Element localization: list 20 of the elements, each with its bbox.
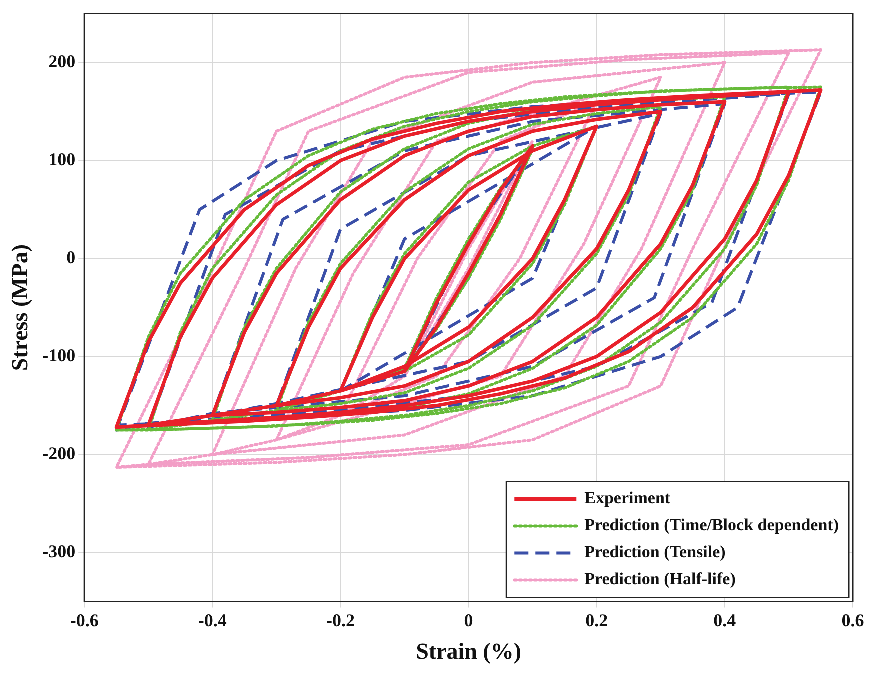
legend-label: Prediction (Tensile) <box>584 542 726 562</box>
x-tick-label: 0.2 <box>586 610 608 630</box>
y-tick-label: -200 <box>42 443 76 464</box>
y-tick-label: -100 <box>42 345 76 366</box>
legend-label: Prediction (Time/Block dependent) <box>584 516 840 535</box>
x-tick-label: 0.4 <box>714 610 736 630</box>
y-axis-title: Stress (MPa) <box>8 244 33 372</box>
x-tick-label: -0.6 <box>70 610 99 630</box>
x-tick-label: -0.2 <box>326 610 355 630</box>
line-series <box>115 48 822 470</box>
y-tick-label: 200 <box>48 51 76 72</box>
x-tick-label: -0.4 <box>198 610 227 630</box>
y-tick-label: -300 <box>42 541 76 562</box>
y-tick-label: 0 <box>66 247 76 268</box>
y-tick-label: 100 <box>48 149 76 170</box>
legend-label: Experiment <box>584 488 671 508</box>
x-tick-label: 0.6 <box>842 610 864 630</box>
legend-label: Prediction (Half-life) <box>584 570 736 589</box>
x-tick-label: 0 <box>464 610 474 630</box>
x-axis-title: Strain (%) <box>416 639 522 664</box>
